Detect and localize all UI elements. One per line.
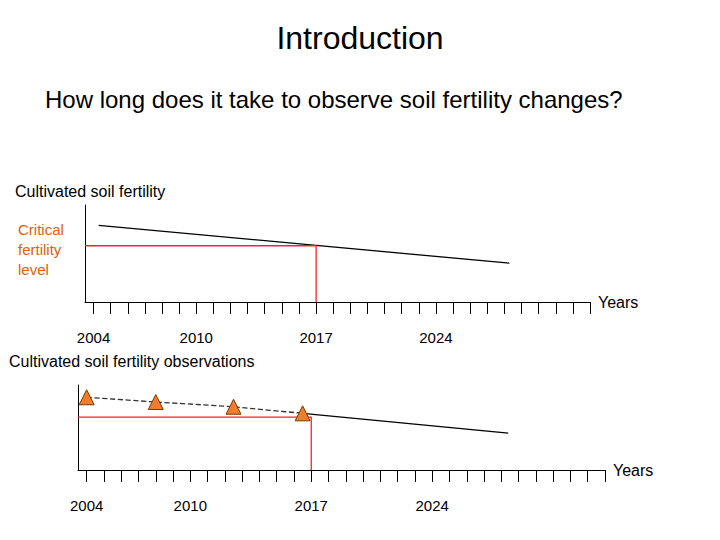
- svg-text:Cultivated soil fertility obse: Cultivated soil fertility observations: [9, 353, 254, 370]
- svg-text:2024: 2024: [416, 497, 449, 514]
- svg-text:Cultivated soil fertility: Cultivated soil fertility: [15, 183, 165, 200]
- svg-text:Years: Years: [598, 294, 638, 311]
- svg-text:2017: 2017: [295, 497, 328, 514]
- svg-text:2004: 2004: [77, 329, 110, 346]
- svg-text:2010: 2010: [180, 329, 213, 346]
- svg-text:2004: 2004: [70, 497, 103, 514]
- html-text:Introduction: Introduction: [276, 20, 444, 56]
- svg-text:level: level: [18, 261, 49, 278]
- svg-text:Critical: Critical: [18, 221, 68, 238]
- svg-text:fertility: fertility: [18, 241, 66, 258]
- svg-text:Years: Years: [613, 462, 653, 479]
- svg-text:2017: 2017: [299, 329, 332, 346]
- html-text:How long does it take to obser: How long does it take to observe soil fe…: [45, 86, 623, 113]
- svg-text:2010: 2010: [174, 497, 207, 514]
- svg-text:2024: 2024: [419, 329, 452, 346]
